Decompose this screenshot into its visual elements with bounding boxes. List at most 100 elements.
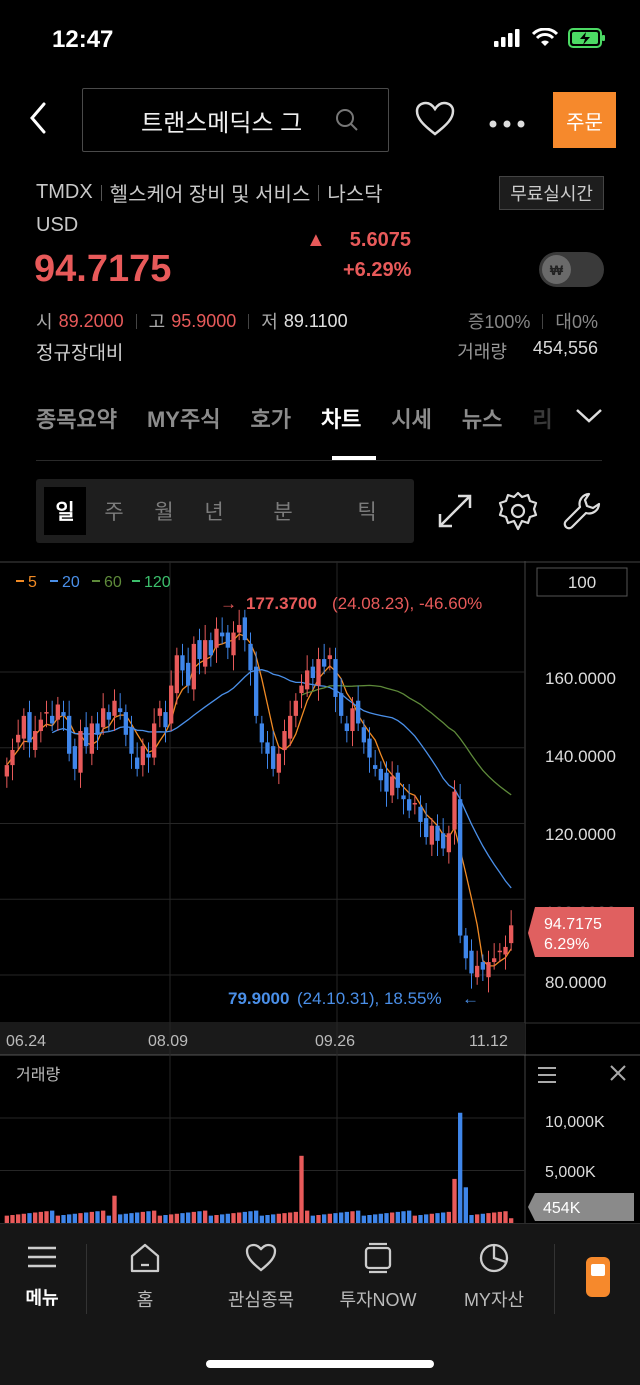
tab-report[interactable]: 리 <box>532 407 553 432</box>
candle-body <box>214 628 219 648</box>
candle-body <box>412 802 417 805</box>
candle-body <box>424 818 429 838</box>
volume-bar <box>208 1215 213 1223</box>
volume-tag-bg <box>528 1193 634 1221</box>
period-month[interactable]: 월 <box>154 501 174 524</box>
tab-chart[interactable]: 차트 <box>320 407 362 432</box>
candle-body <box>492 958 497 963</box>
more-dots-icon <box>489 120 525 128</box>
candle-body <box>169 685 174 724</box>
fullscreen-button[interactable] <box>434 490 476 537</box>
volume-bar <box>4 1215 9 1223</box>
candlesticks <box>4 609 514 993</box>
volume-bar <box>271 1214 276 1223</box>
volume-bar <box>310 1215 315 1223</box>
currency-toggle[interactable]: ₩ <box>539 252 604 287</box>
tab-my-stock[interactable]: MY주식 <box>146 407 221 432</box>
volume-bar <box>174 1213 179 1223</box>
ticker: TMDX <box>36 181 93 203</box>
volume-bar <box>197 1211 202 1223</box>
candle-body <box>129 727 134 754</box>
candle-body <box>135 757 140 769</box>
volume-bar <box>503 1211 508 1223</box>
volume-label: 거래량 <box>457 342 507 362</box>
volume-y-tick: 10,000K <box>545 1114 605 1131</box>
legend-ma20: 20 <box>62 574 80 591</box>
favorite-button[interactable] <box>414 100 456 143</box>
indicator-tools-button[interactable] <box>561 490 603 537</box>
candle-body <box>333 659 338 697</box>
order-button[interactable]: 주문 <box>553 92 616 148</box>
tab-orderbook[interactable]: 호가 <box>250 407 291 432</box>
volume-bar <box>463 1187 468 1223</box>
back-button[interactable] <box>26 100 66 144</box>
quick-order-button[interactable] <box>585 1256 611 1303</box>
volume-bar <box>16 1214 21 1223</box>
volume-bar <box>38 1211 43 1223</box>
tab-news[interactable]: 뉴스 <box>461 407 503 432</box>
chart-settings-button[interactable] <box>497 490 539 537</box>
volume-bar <box>458 1112 463 1223</box>
volume-bar <box>27 1213 32 1223</box>
volume-bar <box>61 1215 66 1223</box>
arrow-right-icon: → <box>220 594 237 613</box>
more-options-button[interactable] <box>487 106 527 138</box>
zoom-value: 100 <box>568 573 596 592</box>
nav-invest-now[interactable]: 투자NOW <box>323 1242 433 1312</box>
volume-close-button[interactable] <box>610 1065 626 1081</box>
zoom-box[interactable] <box>536 567 628 597</box>
base-label: 정규장대비 <box>36 343 124 364</box>
volume-pane-title: 거래량 <box>16 1066 60 1084</box>
volume-bar <box>265 1215 270 1223</box>
realtime-badge[interactable]: 무료실시간 <box>499 176 604 210</box>
volume-bar <box>509 1218 514 1223</box>
ma5-line <box>6 633 512 967</box>
close-icon-line <box>610 1065 626 1081</box>
volume-bars <box>4 1112 514 1223</box>
nav-watchlist[interactable]: 관심종목 <box>206 1242 316 1312</box>
nav-my-assets[interactable]: MY자산 <box>439 1242 549 1312</box>
nav-home[interactable]: 홈 <box>90 1242 200 1312</box>
tab-summary[interactable]: 종목요약 <box>36 407 117 432</box>
period-week[interactable]: 주 <box>104 501 124 524</box>
candle-body <box>112 700 117 716</box>
volume-menu-button[interactable] <box>538 1067 556 1083</box>
candle-body <box>106 712 111 720</box>
price-chart[interactable]: 100 5 20 60 120 → 177.3700 (24.08.23), -… <box>0 561 640 1223</box>
volume-tag-value: 454K <box>543 1200 581 1217</box>
volume-bar <box>180 1213 185 1223</box>
tab-quotes[interactable]: 시세 <box>391 407 432 432</box>
wrench-icon <box>563 492 601 530</box>
volume-bar <box>214 1215 219 1223</box>
candle-body <box>384 772 389 792</box>
stock-search-box[interactable]: 트랜스메딕스 그 <box>82 88 389 152</box>
battery-charging-icon <box>568 28 605 48</box>
volume-bar <box>384 1213 389 1223</box>
high-annotation: → 177.3700 (24.08.23), -46.60% <box>220 594 482 613</box>
candle-body <box>259 723 264 743</box>
tab-expand-button[interactable] <box>568 404 604 433</box>
period-tick[interactable]: 틱 <box>357 501 377 524</box>
status-icons <box>494 28 606 48</box>
period-minute[interactable]: 분 <box>273 501 293 524</box>
volume-bar <box>146 1211 151 1223</box>
nav-menu[interactable]: 메뉴 <box>0 1242 97 1310</box>
y-tick: 80.0000 <box>545 973 606 992</box>
period-year[interactable]: 년 <box>204 501 224 524</box>
volume-bar <box>407 1210 412 1223</box>
volume-bar <box>344 1211 349 1223</box>
volume-bar <box>191 1211 196 1223</box>
period-day[interactable]: 일 <box>44 487 86 535</box>
low-annotation-detail: (24.10.31), 18.55% <box>297 989 442 1008</box>
volume-bar <box>33 1212 38 1223</box>
candle-body <box>33 731 38 750</box>
volume-bar <box>225 1213 230 1223</box>
candle-body <box>446 833 451 853</box>
candle-body <box>395 772 400 788</box>
volume-bar <box>322 1214 327 1223</box>
chart-canvas[interactable]: 100 5 20 60 120 → 177.3700 (24.08.23), -… <box>0 561 640 1223</box>
volume-bar <box>339 1212 344 1223</box>
candle-body <box>327 655 332 660</box>
volume-bar <box>50 1210 55 1223</box>
ma60-line <box>301 684 512 796</box>
